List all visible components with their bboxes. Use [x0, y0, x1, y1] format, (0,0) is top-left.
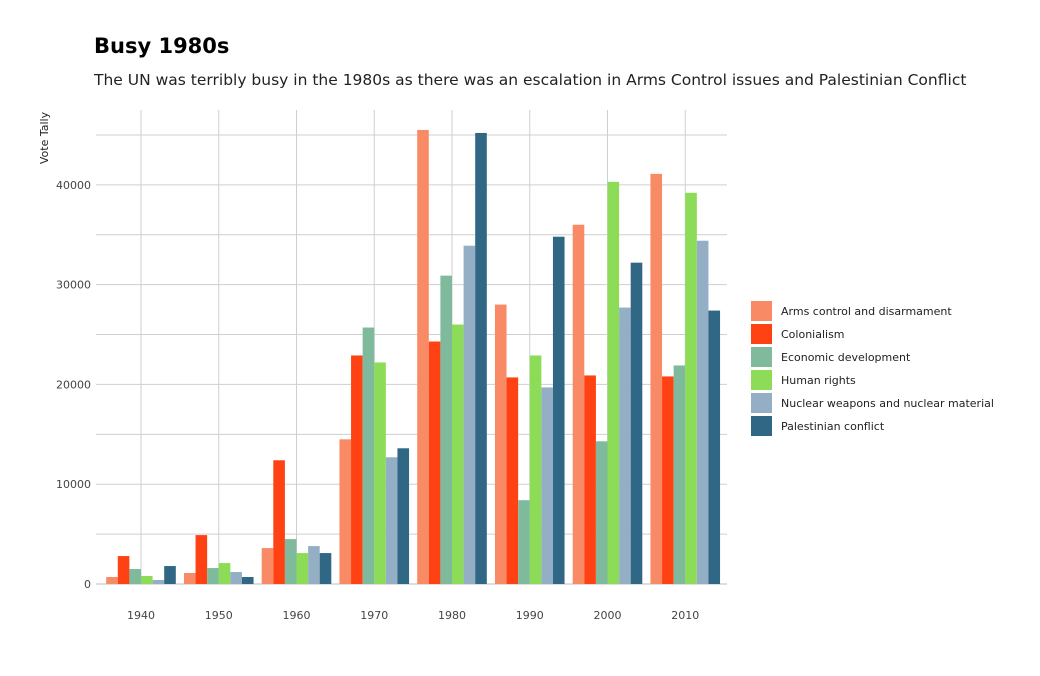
legend-label: Human rights — [781, 374, 856, 387]
x-axis-ticks: 1940 1950 1960 1970 1980 1990 2000 2010 — [127, 609, 699, 622]
bar — [374, 362, 386, 584]
bar — [273, 460, 285, 584]
bar — [572, 224, 585, 585]
bar — [619, 307, 631, 584]
bar — [673, 365, 686, 584]
y-tick-label: 30000 — [56, 279, 91, 292]
y-tick-label: 20000 — [56, 378, 91, 391]
legend: Arms control and disarmament Colonialism E… — [751, 301, 994, 436]
bar — [584, 375, 596, 584]
legend-label: Arms control and disarmament — [781, 305, 952, 318]
y-axis-ticks: 0 10000 20000 30000 40000 — [56, 179, 91, 591]
bar — [319, 553, 332, 584]
legend-label: Economic development — [781, 351, 911, 364]
x-tick-label: 1990 — [516, 609, 544, 622]
bar — [607, 181, 620, 584]
legend-label: Colonialism — [781, 328, 845, 341]
bars — [106, 129, 721, 585]
bar — [152, 580, 165, 584]
bar — [385, 457, 398, 584]
legend-label: Nuclear weapons and nuclear material — [781, 397, 994, 410]
y-tick-label: 40000 — [56, 179, 91, 192]
bar — [494, 304, 507, 584]
x-tick-label: 1950 — [205, 609, 233, 622]
bar — [106, 577, 118, 584]
x-tick-label: 2010 — [671, 609, 699, 622]
legend-swatch — [751, 393, 772, 413]
bar — [183, 573, 196, 584]
bar — [685, 192, 697, 584]
bar — [362, 327, 375, 584]
bar — [296, 553, 309, 584]
bar — [195, 535, 208, 584]
bar — [428, 341, 441, 584]
bar — [164, 566, 176, 584]
chart-subtitle: The UN was terribly busy in the 1980s as… — [94, 71, 967, 89]
y-axis-label: Vote Tally — [38, 111, 51, 164]
x-tick-label: 1980 — [438, 609, 466, 622]
legend-swatch — [751, 324, 772, 344]
legend-swatch — [751, 370, 772, 390]
bar — [518, 500, 530, 584]
bar — [230, 572, 242, 584]
bar — [218, 563, 231, 584]
bar — [650, 173, 663, 584]
bar — [308, 546, 320, 584]
bar — [339, 439, 352, 584]
bar — [452, 324, 464, 584]
bar — [475, 132, 487, 584]
y-tick-label: 10000 — [56, 478, 91, 491]
legend-swatch — [751, 416, 772, 436]
bar — [463, 245, 476, 584]
bar — [708, 310, 721, 584]
bar — [284, 539, 297, 584]
x-tick-label: 1940 — [127, 609, 155, 622]
bar — [662, 376, 674, 584]
bar — [529, 355, 542, 584]
bar — [241, 577, 254, 584]
bar — [117, 556, 130, 584]
bar — [207, 568, 219, 584]
bar — [440, 275, 452, 584]
x-tick-label: 2000 — [594, 609, 622, 622]
bar — [417, 129, 429, 585]
x-tick-label: 1970 — [360, 609, 388, 622]
bar — [595, 441, 608, 584]
bar — [129, 569, 141, 584]
y-tick-label: 0 — [84, 578, 91, 591]
bar — [397, 448, 410, 584]
bar — [696, 240, 709, 584]
legend-label: Palestinian conflict — [781, 420, 885, 433]
bar — [552, 236, 565, 584]
bar — [630, 262, 643, 584]
legend-swatch — [751, 301, 772, 321]
bar — [506, 377, 519, 584]
chart-title: Busy 1980s — [94, 34, 230, 58]
bar — [141, 576, 153, 584]
legend-swatch — [751, 347, 772, 367]
bar — [261, 548, 274, 584]
bar — [541, 387, 553, 584]
x-tick-label: 1960 — [283, 609, 311, 622]
bar — [351, 355, 363, 584]
